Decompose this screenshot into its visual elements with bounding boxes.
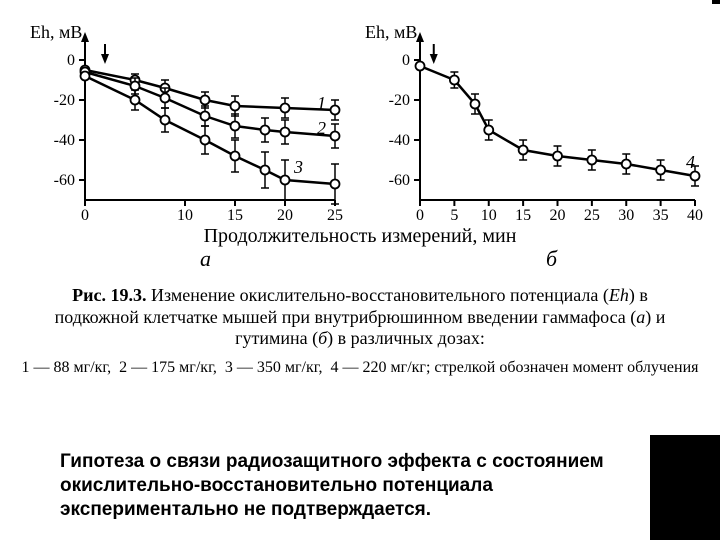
svg-text:5: 5 [450,207,458,224]
panel-b-letter: б [546,246,557,272]
svg-text:40: 40 [687,207,703,224]
svg-text:-40: -40 [389,132,410,149]
svg-text:15: 15 [515,207,531,224]
bottom-right-block [650,435,720,540]
series-4-label: 4 [686,152,695,173]
top-right-strip [712,0,720,4]
svg-text:20: 20 [550,207,566,224]
svg-text:25: 25 [327,207,343,224]
figure-caption: Рис. 19.3. Изменение окислительно-восста… [40,285,680,350]
svg-text:10: 10 [177,207,193,224]
svg-text:0: 0 [416,207,424,224]
svg-text:30: 30 [618,207,634,224]
hypothesis-text: Гипотеза о связи радиозащитного эффекта … [60,450,660,521]
svg-text:0: 0 [67,52,75,69]
svg-text:0: 0 [402,52,410,69]
svg-text:-20: -20 [54,92,75,109]
svg-text:25: 25 [584,207,600,224]
svg-text:10: 10 [481,207,497,224]
panel-a-letter: а [200,246,211,272]
svg-text:-40: -40 [54,132,75,149]
chart-a-ylabel: Eh, мВ [30,22,82,43]
svg-text:-60: -60 [54,172,75,189]
svg-text:-20: -20 [389,92,410,109]
series-3-label: 3 [294,157,303,178]
figure-number: Рис. 19.3. [72,285,146,305]
svg-text:-60: -60 [389,172,410,189]
svg-text:35: 35 [653,207,669,224]
svg-text:15: 15 [227,207,243,224]
x-axis-label: Продолжительность измерений, мин [0,225,720,248]
chart-b-ylabel: Eh, мВ [365,22,417,43]
svg-text:20: 20 [277,207,293,224]
figure-legend: 1 — 88 мг/кг, 2 — 175 мг/кг, 3 — 350 мг/… [20,358,700,379]
series-2-label: 2 [317,118,326,139]
svg-text:0: 0 [81,207,89,224]
series-1-label: 1 [317,93,326,114]
